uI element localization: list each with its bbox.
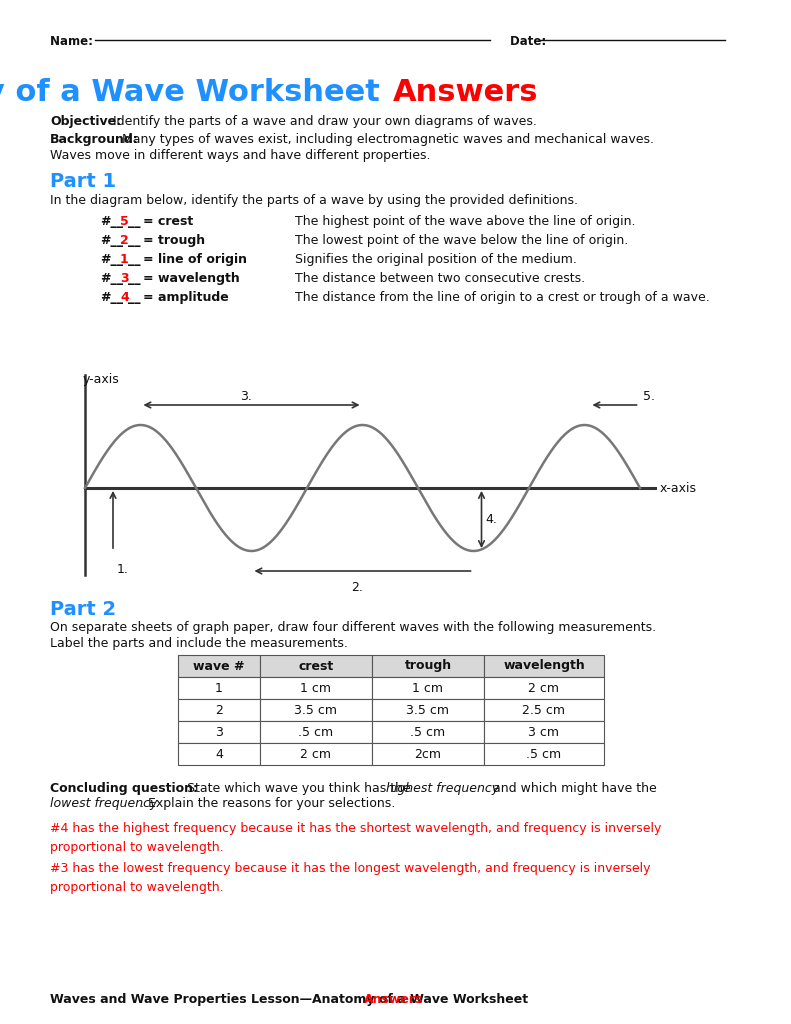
Bar [372, 743, 484, 765]
Text: Part 2: Part 2 [50, 600, 116, 618]
Text: #__: #__ [100, 291, 123, 304]
Text: Waves and Wave Properties Lesson—Anatomy of a Wave Worksheet: Waves and Wave Properties Lesson—Anatomy… [50, 993, 532, 1006]
Text: 5.: 5. [644, 390, 656, 403]
Text: #3 has the lowest frequency because it has the longest wavelength, and frequency: #3 has the lowest frequency because it h… [50, 862, 650, 894]
Text: = line of origin: = line of origin [143, 253, 247, 266]
Text: Signifies the original position of the medium.: Signifies the original position of the m… [295, 253, 577, 266]
Text: x-axis: x-axis [660, 481, 697, 495]
Bar [372, 677, 484, 699]
Text: In the diagram below, identify the parts of a wave by using the provided definit: In the diagram below, identify the parts… [50, 194, 578, 207]
Text: highest frequency: highest frequency [386, 782, 499, 795]
Text: 2.: 2. [351, 581, 363, 594]
Bar [260, 721, 372, 743]
Text: The distance from the line of origin to a crest or trough of a wave.: The distance from the line of origin to … [295, 291, 710, 304]
Bar [260, 699, 372, 721]
Text: 1.: 1. [117, 563, 129, 575]
Text: 1 cm: 1 cm [412, 682, 444, 694]
Text: __: __ [128, 291, 141, 304]
Text: State which wave you think has the: State which wave you think has the [183, 782, 414, 795]
Text: = trough: = trough [143, 234, 205, 247]
Bar [484, 721, 604, 743]
Text: .5 cm: .5 cm [411, 725, 445, 738]
Text: Background:: Background: [50, 133, 138, 146]
Bar [178, 655, 260, 677]
Text: = wavelength: = wavelength [143, 272, 240, 285]
Bar [372, 655, 484, 677]
Text: y-axis: y-axis [83, 373, 119, 386]
Text: and which might have the: and which might have the [489, 782, 657, 795]
Text: . Explain the reasons for your selections.: . Explain the reasons for your selection… [140, 797, 396, 810]
Text: 3 cm: 3 cm [528, 725, 559, 738]
Text: Name:: Name: [50, 35, 97, 48]
Text: __: __ [128, 272, 141, 285]
Text: Anatomy of a Wave Worksheet: Anatomy of a Wave Worksheet [0, 78, 390, 106]
Text: trough: trough [404, 659, 452, 673]
Text: 3.: 3. [240, 390, 252, 403]
Text: 3.5 cm: 3.5 cm [407, 703, 449, 717]
Text: 4.: 4. [486, 513, 498, 526]
Text: = amplitude: = amplitude [143, 291, 229, 304]
Text: 4: 4 [215, 748, 223, 761]
Bar [372, 721, 484, 743]
Text: 4: 4 [120, 291, 129, 304]
Bar [178, 721, 260, 743]
Text: 1: 1 [215, 682, 223, 694]
Text: 5: 5 [120, 215, 129, 228]
Text: __: __ [128, 234, 141, 247]
Text: #__: #__ [100, 234, 123, 247]
Text: The highest point of the wave above the line of origin.: The highest point of the wave above the … [295, 215, 635, 228]
Text: 1 cm: 1 cm [301, 682, 331, 694]
Text: 2 cm: 2 cm [301, 748, 331, 761]
Text: 1: 1 [120, 253, 129, 266]
Text: Date:: Date: [510, 35, 551, 48]
Text: = crest: = crest [143, 215, 193, 228]
Text: .5 cm: .5 cm [527, 748, 562, 761]
Text: 2: 2 [120, 234, 129, 247]
Text: 3.5 cm: 3.5 cm [294, 703, 338, 717]
Text: wave #: wave # [193, 659, 244, 673]
Text: The distance between two consecutive crests.: The distance between two consecutive cre… [295, 272, 585, 285]
Text: 2 cm: 2 cm [528, 682, 559, 694]
Bar [484, 699, 604, 721]
Bar [178, 743, 260, 765]
Bar [372, 699, 484, 721]
Bar [484, 677, 604, 699]
Text: Concluding question:: Concluding question: [50, 782, 198, 795]
Text: Objective:: Objective: [50, 115, 121, 128]
Text: crest: crest [298, 659, 334, 673]
Text: #__: #__ [100, 272, 123, 285]
Text: Answers: Answers [393, 78, 539, 106]
Text: wavelength: wavelength [503, 659, 585, 673]
Bar [260, 677, 372, 699]
Text: Part 1: Part 1 [50, 172, 116, 191]
Text: The lowest point of the wave below the line of origin.: The lowest point of the wave below the l… [295, 234, 628, 247]
Text: __: __ [128, 253, 141, 266]
Bar [178, 699, 260, 721]
Text: 2: 2 [215, 703, 223, 717]
Text: #4 has the highest frequency because it has the shortest wavelength, and frequen: #4 has the highest frequency because it … [50, 822, 661, 854]
Bar [484, 655, 604, 677]
Text: lowest frequency: lowest frequency [50, 797, 157, 810]
Text: #__: #__ [100, 215, 123, 228]
Text: __: __ [128, 215, 141, 228]
Bar [484, 743, 604, 765]
Text: #__: #__ [100, 253, 123, 266]
Text: 3: 3 [215, 725, 223, 738]
Bar [260, 743, 372, 765]
Text: 3: 3 [120, 272, 129, 285]
Text: Waves move in different ways and have different properties.: Waves move in different ways and have di… [50, 150, 430, 162]
Text: Identify the parts of a wave and draw your own diagrams of waves.: Identify the parts of a wave and draw yo… [113, 115, 537, 128]
Text: .5 cm: .5 cm [298, 725, 334, 738]
Bar [260, 655, 372, 677]
Text: 2cm: 2cm [414, 748, 441, 761]
Text: Many types of waves exist, including electromagnetic waves and mechanical waves.: Many types of waves exist, including ele… [122, 133, 654, 146]
Text: Answers: Answers [364, 993, 423, 1006]
Bar [178, 677, 260, 699]
Text: 2.5 cm: 2.5 cm [523, 703, 566, 717]
Text: On separate sheets of graph paper, draw four different waves with the following : On separate sheets of graph paper, draw … [50, 621, 656, 634]
Text: Label the parts and include the measurements.: Label the parts and include the measurem… [50, 637, 348, 650]
